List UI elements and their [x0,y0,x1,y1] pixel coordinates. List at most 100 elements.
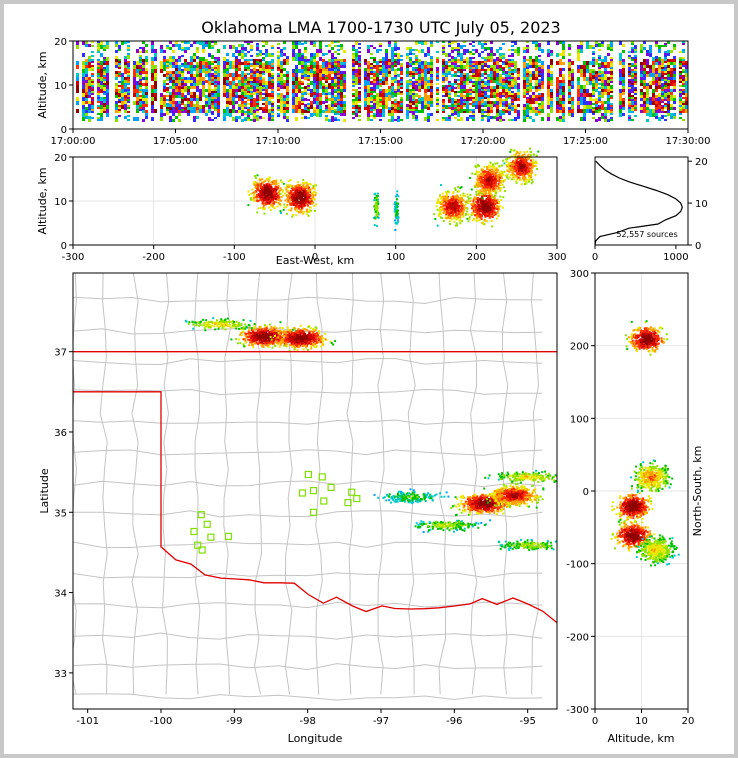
time-height-cell [382,81,385,85]
time-height-cell [481,105,484,107]
time-height-cell [238,104,241,107]
time-height-cell [532,110,535,113]
time-height-cell [481,85,484,87]
time-height-cell [313,113,316,116]
time-height-cell [358,47,361,49]
time-height-cell [223,61,226,65]
time-height-cell [601,116,604,119]
time-height-cell [229,73,232,77]
time-height-cell [523,95,526,98]
time-height-cell [592,51,595,53]
east-west-cell [268,176,271,179]
time-height-cell [511,45,514,47]
time-height-cell [322,62,325,65]
time-height-cell [172,107,175,110]
time-height-cell [97,85,100,87]
time-height-cell [580,89,583,93]
time-height-cell [259,86,262,89]
time-height-cell [391,92,394,95]
time-height-cell [310,105,313,109]
time-height-cell [376,97,379,101]
time-height-cell [385,65,388,69]
east-west-cell [280,195,283,198]
time-height-cell [499,59,502,62]
time-height-cell [484,87,487,89]
east-west-cell [253,193,255,196]
time-height-cell [598,97,601,99]
time-height-cell [304,98,307,101]
time-height-cell [247,99,250,101]
time-height-cell [379,83,382,85]
time-height-cell [313,98,316,101]
time-height-cell [400,107,403,109]
time-height-cell [256,87,259,89]
time-height-cell [577,65,580,69]
time-height-cell [526,79,529,81]
time-height-cell [418,50,421,53]
time-height-cell [235,59,238,62]
time-height-cell [487,116,490,119]
time-height-cell [337,63,340,65]
time-height-cell [526,107,529,109]
time-height-cell [163,104,166,107]
time-height-cell [598,69,601,71]
time-height-cell [463,65,466,67]
time-height-cell [226,71,229,74]
time-height-cell [400,105,403,107]
time-height-cell [445,53,448,57]
time-height-cell [499,86,502,89]
time-height-cell [667,113,670,116]
time-height-cell [469,63,472,65]
time-height-cell [661,73,664,75]
time-height-cell [250,79,253,81]
time-height-cell [592,93,595,95]
time-height-cell [580,117,583,121]
east-west-cell [280,199,283,202]
time-height-cell [100,109,103,113]
east-west-cell [256,193,259,196]
time-height-cell [181,65,184,67]
time-height-cell [631,95,634,97]
east-west-cell [288,194,291,197]
time-height-cell [247,95,250,97]
time-height-cell [547,117,550,121]
time-height-cell [682,49,685,51]
time-height-cell [448,85,451,87]
time-height-cell [595,86,598,89]
east-west-cell [294,199,297,202]
time-height-cell [448,61,451,63]
time-height-cell [181,89,184,91]
time-height-cell [295,93,298,97]
time-height-cell [256,99,259,101]
time-height-cell [532,59,535,62]
time-height-cell [142,95,145,98]
east-west-cell [466,193,469,196]
time-height-cell [280,65,283,69]
time-height-cell [514,109,517,113]
time-height-cell [184,68,187,71]
time-height-cell [541,69,544,73]
time-height-cell [367,109,370,113]
east-west-cell [273,207,276,210]
east-west-cell [300,201,303,203]
time-height-cell [247,115,250,117]
time-height-cell [307,73,310,75]
time-height-cell [538,87,541,89]
time-height-cell [406,104,409,107]
time-height-cell [499,74,502,77]
time-height-cell [286,74,289,77]
time-height-cell [451,74,454,77]
time-height-cell [457,103,460,105]
time-height-cell [331,68,334,71]
time-height-cell [301,95,304,97]
time-height-cell [328,68,331,71]
time-height-cell [151,45,154,49]
time-height-cell [115,83,118,86]
east-west-cell [458,207,461,210]
time-height-cell [244,103,247,105]
time-height-cell [283,95,286,98]
time-height-cell [682,63,685,65]
time-height-cell [577,105,580,109]
time-height-cell [511,99,514,101]
time-height-cell [196,116,199,119]
